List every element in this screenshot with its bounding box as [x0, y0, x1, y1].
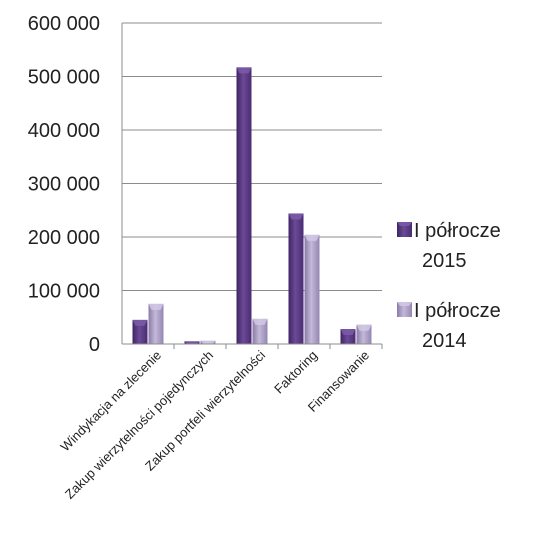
bar — [184, 341, 200, 344]
legend-item: I półrocze 2015 — [397, 220, 501, 272]
bar — [288, 213, 304, 344]
y-tick-label: 0 — [89, 334, 100, 356]
legend-label: I półrocze 2014 — [414, 300, 501, 352]
y-tick-label: 300 000 — [28, 174, 100, 196]
y-tick-label: 500 000 — [28, 67, 100, 89]
bars — [132, 67, 372, 344]
bar — [356, 324, 372, 344]
y-axis: 0 100 000 200 000 300 000 400 000 500 000 600 … — [28, 13, 123, 356]
bar — [200, 340, 216, 344]
gridlines — [122, 22, 382, 291]
bar — [236, 67, 252, 344]
x-tick-label: Windykacja na zlecenie — [57, 348, 164, 455]
bar — [304, 234, 320, 344]
y-tick-label: 400 000 — [28, 120, 100, 142]
y-tick-label: 200 000 — [28, 227, 100, 249]
y-tick-label: 100 000 — [28, 281, 100, 303]
legend: I półrocze 2015 I półrocze 2014 — [397, 220, 501, 352]
x-tick-label: Faktoring — [271, 348, 320, 397]
y-tick-label: 600 000 — [28, 13, 100, 35]
bar — [252, 318, 268, 344]
bar — [132, 319, 148, 344]
legend-item: I półrocze 2014 — [397, 300, 501, 352]
bar — [340, 329, 356, 344]
legend-label: I półrocze 2015 — [414, 220, 501, 272]
bar — [148, 303, 164, 344]
